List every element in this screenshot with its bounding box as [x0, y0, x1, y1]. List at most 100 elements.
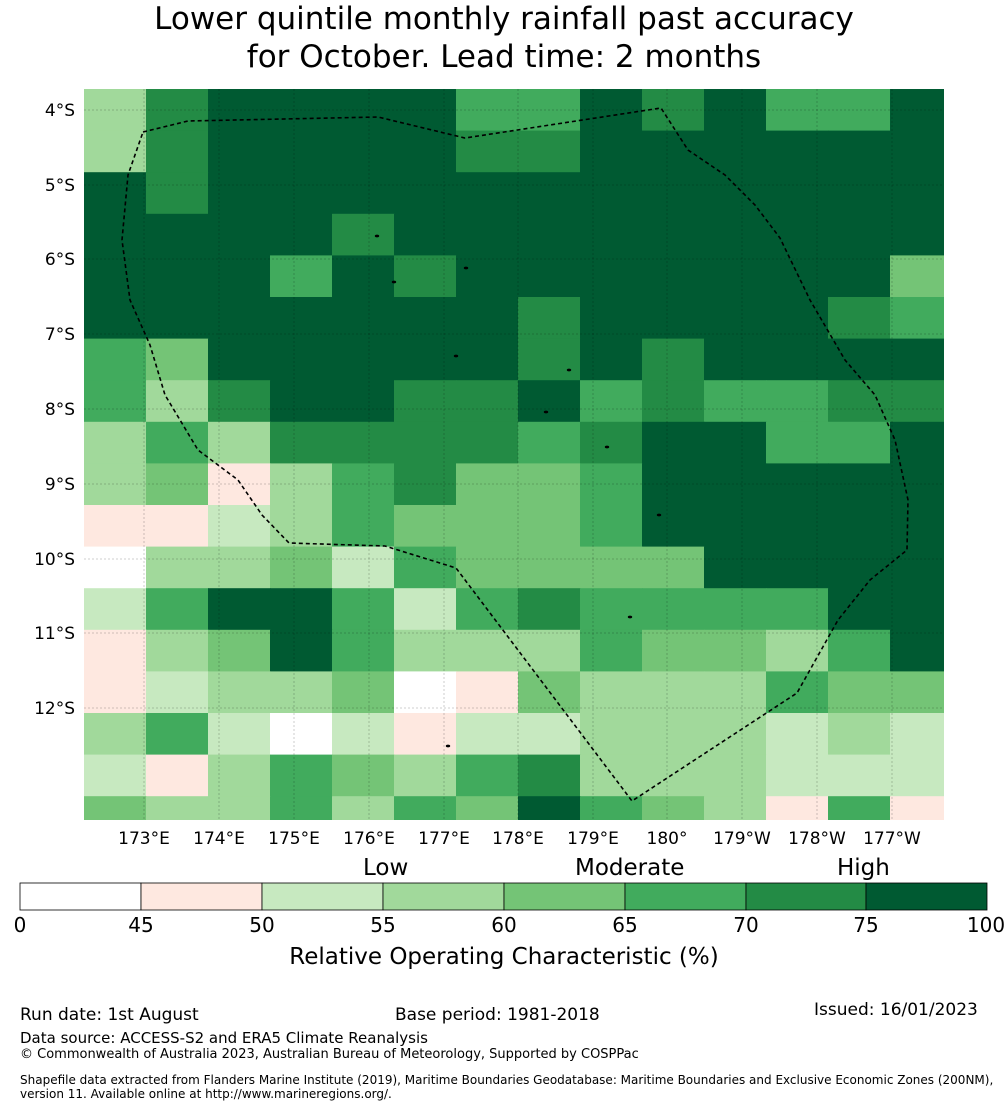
- grid-cell: [642, 505, 705, 548]
- grid-cell: [208, 89, 271, 132]
- colorbar-title: Relative Operating Characteristic (%): [289, 944, 719, 970]
- grid-cell: [146, 588, 209, 631]
- grid-cell: [270, 297, 333, 340]
- colorbar-tick: 70: [733, 913, 759, 937]
- longitude-label: 179°W: [713, 829, 771, 849]
- latitude-label: 10°S: [34, 550, 75, 570]
- grid-cell: [890, 671, 944, 714]
- grid-cell: [580, 130, 643, 173]
- grid-cell: [332, 421, 395, 464]
- colorbar-segment: [865, 882, 988, 911]
- grid-cell: [270, 505, 333, 548]
- grid-cell: [704, 89, 767, 132]
- grid-cell: [828, 796, 891, 820]
- grid-cell: [146, 546, 209, 589]
- grid-cell: [518, 338, 581, 381]
- grid-cell: [84, 463, 147, 506]
- grid-cell: [580, 629, 643, 672]
- grid-cell: [580, 89, 643, 132]
- colorbar-tick: 100: [966, 913, 1006, 937]
- island-markers: [374, 234, 662, 748]
- grid-cell: [84, 671, 147, 714]
- grid-cell: [766, 380, 829, 423]
- grid-cell: [332, 297, 395, 340]
- grid-cell: [456, 338, 519, 381]
- grid-cell: [642, 213, 705, 256]
- grid-cell: [146, 255, 209, 298]
- grid-cell: [952, 838, 1008, 880]
- colorbar-tick: 55: [370, 913, 396, 937]
- grid-cell: [332, 172, 395, 215]
- grid-cell: [952, 713, 1008, 755]
- grid-cell: [208, 255, 271, 298]
- grid-cell: [642, 671, 705, 714]
- grid-cell: [456, 463, 519, 506]
- longitude-label: 178°W: [788, 829, 846, 849]
- grid-cell: [704, 463, 767, 506]
- copyright: © Commonwealth of Australia 2023, Austra…: [20, 1047, 639, 1062]
- grid-cell: [394, 629, 457, 672]
- grid-cell: [394, 380, 457, 423]
- grid-cell: [146, 505, 209, 548]
- grid-cell: [580, 588, 643, 631]
- grid-cell: [642, 297, 705, 340]
- grid-cell: [332, 546, 395, 589]
- grid-cell: [704, 421, 767, 464]
- grid-cell: [704, 796, 767, 820]
- grid-cell: [208, 338, 271, 381]
- grid-cell: [828, 629, 891, 672]
- grid-cell: [580, 463, 643, 506]
- grid-cell: [766, 213, 829, 256]
- grid-cell: [580, 297, 643, 340]
- grid-cell: [332, 588, 395, 631]
- grid-cell: [828, 546, 891, 589]
- grid-cell: [332, 505, 395, 548]
- latitude-label: 7°S: [45, 325, 75, 345]
- latitude-labels: 4°S 5°S 6°S 7°S 8°S 9°S 10°S 11°S 12°S: [34, 101, 75, 719]
- grid-cell: [952, 463, 1008, 505]
- grid-cell: [270, 338, 333, 381]
- grid-cell: [518, 172, 581, 215]
- grid-cell: [766, 796, 829, 820]
- grid-cell: [208, 546, 271, 589]
- island: [445, 744, 451, 748]
- grid-cell: [146, 130, 209, 173]
- grid-cell: [456, 213, 519, 256]
- grid-cell: [456, 713, 519, 756]
- grid-cell: [518, 463, 581, 506]
- grid-cell: [766, 463, 829, 506]
- grid-cell: [580, 713, 643, 756]
- grid-cell: [84, 796, 147, 820]
- colorbar-tick: 75: [853, 913, 879, 937]
- colorbar-segment: [503, 882, 626, 911]
- grid-cell: [952, 630, 1008, 672]
- grid-cell: [84, 297, 147, 340]
- grid-cell: [766, 713, 829, 756]
- grid-cell: [456, 754, 519, 797]
- longitude-label: 173°E: [118, 829, 170, 849]
- grid-cell: [828, 130, 891, 173]
- grid-cell: [394, 588, 457, 631]
- colorbar: [19, 882, 988, 911]
- grid-cell: [456, 796, 519, 820]
- grid-cell: [642, 172, 705, 215]
- latitude-label: 12°S: [34, 699, 75, 719]
- grid-cell: [642, 754, 705, 797]
- grid-cell: [146, 421, 209, 464]
- grid-cell: [704, 629, 767, 672]
- grid-cell: [828, 338, 891, 381]
- longitude-label: 174°E: [193, 829, 245, 849]
- grid-cell: [518, 505, 581, 548]
- colorbar-label-moderate: Moderate: [575, 855, 685, 881]
- grid-cell: [394, 172, 457, 215]
- grid-cell: [84, 754, 147, 797]
- grid-cell: [890, 255, 944, 298]
- grid-cell: [828, 297, 891, 340]
- grid-cell: [518, 629, 581, 672]
- grid-cell: [952, 505, 1008, 547]
- grid-cell: [704, 130, 767, 173]
- grid-cell: [84, 421, 147, 464]
- grid-cell: [642, 89, 705, 132]
- grid-cell: [456, 172, 519, 215]
